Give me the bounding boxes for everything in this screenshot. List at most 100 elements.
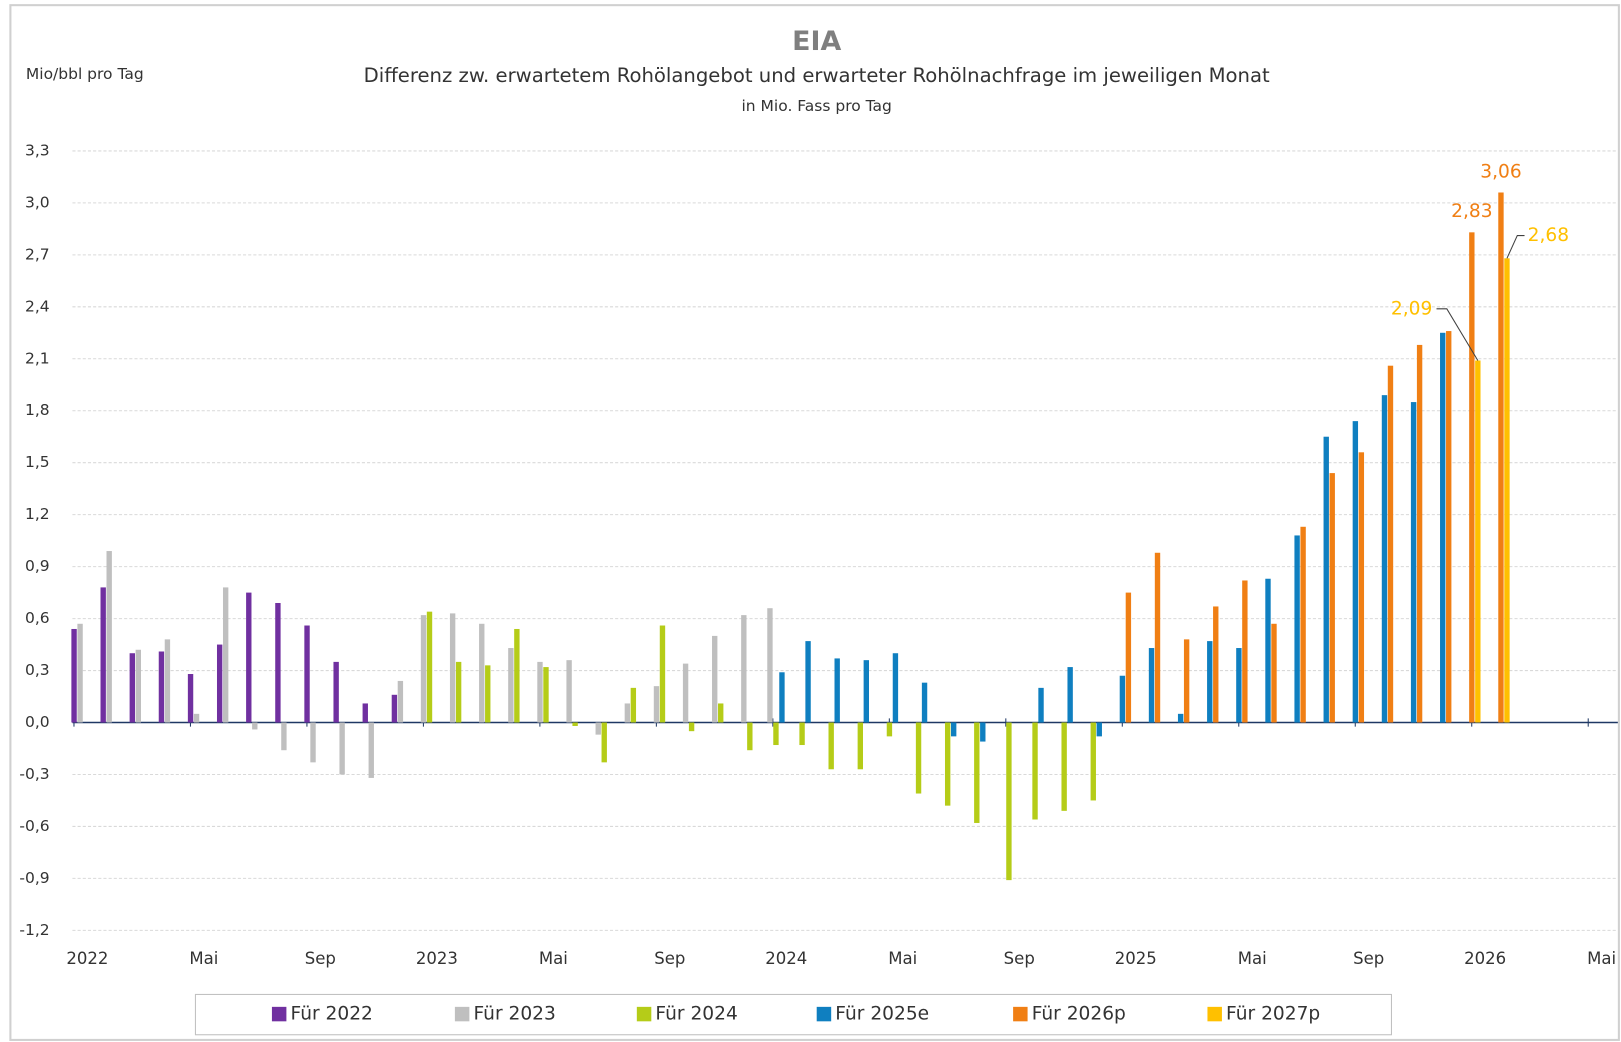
data-label: 2,09 [1391,298,1432,319]
legend-label: Für 2027p [1226,1004,1320,1025]
x-tick-label: 2026 [1464,949,1506,968]
y-tick-label: 3,0 [25,193,50,211]
bar [1148,648,1155,723]
legend-label: Für 2022 [291,1004,373,1025]
bar [1387,365,1394,723]
bar [1475,360,1481,723]
bar [1416,344,1423,723]
legend-label: Für 2025e [835,1004,929,1025]
legend-swatch [636,1006,652,1022]
bar [718,703,724,723]
legend-swatch [1013,1006,1028,1022]
y-tick-label: 3,3 [25,141,50,159]
bar [921,682,928,723]
legend-swatch [271,1006,287,1022]
bar [362,703,368,723]
bar [537,661,543,723]
x-tick-label: Sep [654,949,685,968]
data-label: 3,06 [1480,161,1521,182]
bar [304,625,310,723]
bar [275,602,281,723]
x-tick-label: 2022 [66,949,108,968]
bar [595,722,601,735]
bar [799,722,805,746]
bar [741,615,747,723]
bar [1323,436,1329,723]
bar [1119,675,1126,723]
bar [100,587,106,723]
bar [1381,395,1388,723]
bar [222,587,229,723]
bar [106,551,112,723]
bar [857,722,864,770]
bar [974,722,980,823]
bar [129,653,135,723]
bar [193,713,200,723]
bar [1329,473,1335,723]
bar [514,628,520,723]
legend-label: Für 2026p [1032,1004,1126,1025]
bar [1154,552,1161,723]
bar [1236,648,1242,723]
y-tick-label: 2,4 [25,297,50,315]
bar [455,661,462,723]
bar [950,722,957,737]
data-label: 2,68 [1528,225,1569,246]
bar [339,722,345,775]
y-tick-label: -1,2 [19,921,49,939]
bar [508,648,514,723]
y-tick-label: -0,9 [19,869,49,887]
x-tick-label: Mai [888,949,917,968]
x-tick-label: Mai [189,949,218,968]
bar [863,660,869,723]
bar [479,623,485,723]
y-tick-label: -0,6 [19,817,49,835]
bar [1271,623,1277,723]
label-leader [1436,308,1479,361]
legend-swatch [1207,1006,1222,1022]
x-tick-label: Sep [305,949,336,968]
bar [566,660,572,723]
y-tick-label: 2,7 [25,245,50,263]
bar [688,722,695,732]
bar [1294,535,1300,723]
y-tick-label: -0,3 [19,765,49,783]
bar [1006,722,1012,881]
legend-label: Für 2024 [655,1004,737,1025]
bar [653,686,660,723]
y-tick-label: 0,6 [25,609,50,627]
bar [601,722,607,763]
bar [252,722,258,730]
bar [1207,641,1213,723]
bar [485,665,491,723]
bar [1498,192,1504,723]
bar [368,722,374,778]
bar [449,613,456,723]
bar [1504,258,1510,723]
bar [71,628,77,723]
legend-box [194,993,1392,1036]
x-tick-label: 2025 [1115,949,1157,968]
chart-subtitle: Differenz zw. erwartetem Rohölangebot un… [364,64,1270,87]
chart-title: EIA [792,26,841,57]
bar [572,722,578,726]
bar [281,722,287,751]
bar [1061,722,1067,811]
x-tick-label: Mai [1587,949,1616,968]
x-tick-label: Mai [1238,949,1267,968]
bar [187,674,194,723]
bar [1067,667,1073,723]
bar [779,672,785,723]
bar [1410,402,1417,723]
bar [333,661,339,723]
x-tick-label: Sep [1004,949,1035,968]
bar [1469,232,1475,723]
bar [1242,580,1248,723]
y-tick-label: 1,8 [25,401,50,419]
x-tick-label: 2023 [416,949,458,968]
bar [747,722,753,751]
y-tick-label: 2,1 [25,349,50,367]
bar [426,611,433,723]
bar [1090,722,1096,801]
bar [1352,421,1359,723]
